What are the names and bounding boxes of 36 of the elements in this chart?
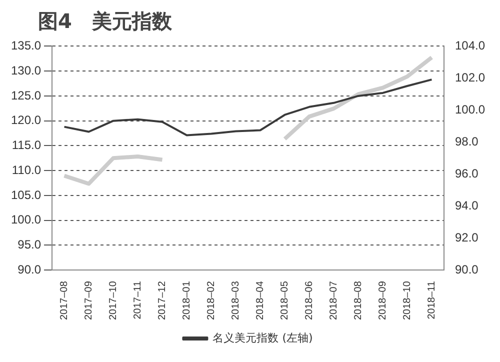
x-tick-label: 2017–09: [84, 280, 95, 320]
y2-tick-label: 100.0: [454, 102, 486, 116]
y-tick-label: 105.0: [11, 188, 42, 202]
y2-tick-label: 102.0: [454, 70, 486, 84]
x-tick-label: 2018–03: [230, 280, 242, 320]
y2-tick-label: 104.0: [454, 38, 486, 53]
x-tick-label: 2018–08: [352, 280, 364, 320]
y-tick-label: 120.0: [11, 113, 42, 128]
x-tick-label: 2018–11: [426, 280, 438, 320]
y-tick-label: 115.0: [12, 138, 42, 152]
y-tick-label: 90.0: [18, 262, 42, 276]
y-tick-label: 130.0: [11, 63, 42, 78]
x-tick-label: 2017–11: [132, 280, 144, 320]
y2-tick-label: 92.0: [454, 230, 479, 244]
x-tick-label: 2017–12: [157, 280, 168, 320]
x-tick-label: 2018–07: [328, 280, 340, 320]
chart-title: 图4 美元指数: [38, 8, 173, 35]
y2-tick-label: 96.0: [454, 166, 479, 180]
x-tick-label: 2018–01: [182, 280, 193, 320]
y-tick-label: 110.0: [12, 162, 42, 177]
x-tick-label: 2018–09: [377, 280, 388, 320]
x-tick-label: 2017–10: [108, 280, 120, 320]
y2-tick-label: 90.0: [454, 262, 479, 276]
x-tick-label: 2018–06: [304, 280, 315, 320]
x-tick-label: 2018–05: [279, 280, 290, 320]
x-tick-label: 2018–02: [206, 280, 218, 320]
x-tick-label: 2018–10: [402, 280, 413, 320]
y-tick-label: 135.0: [11, 38, 42, 53]
y2-tick-label: 94.0: [454, 198, 479, 212]
y-tick-label: 95.0: [18, 238, 42, 252]
legend-label: 名义美元指数 (左轴): [212, 331, 313, 344]
y-tick-label: 100.0: [11, 212, 42, 227]
y-tick-label: 125.0: [11, 88, 42, 102]
x-tick-label: 2018–04: [255, 280, 266, 320]
y2-tick-label: 98.0: [454, 134, 479, 148]
x-tick-label: 2017–08: [59, 280, 70, 320]
